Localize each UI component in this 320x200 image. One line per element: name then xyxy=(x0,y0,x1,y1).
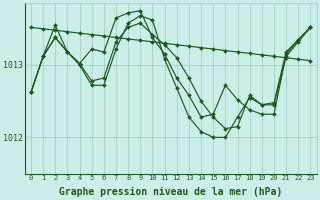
X-axis label: Graphe pression niveau de la mer (hPa): Graphe pression niveau de la mer (hPa) xyxy=(59,186,282,197)
